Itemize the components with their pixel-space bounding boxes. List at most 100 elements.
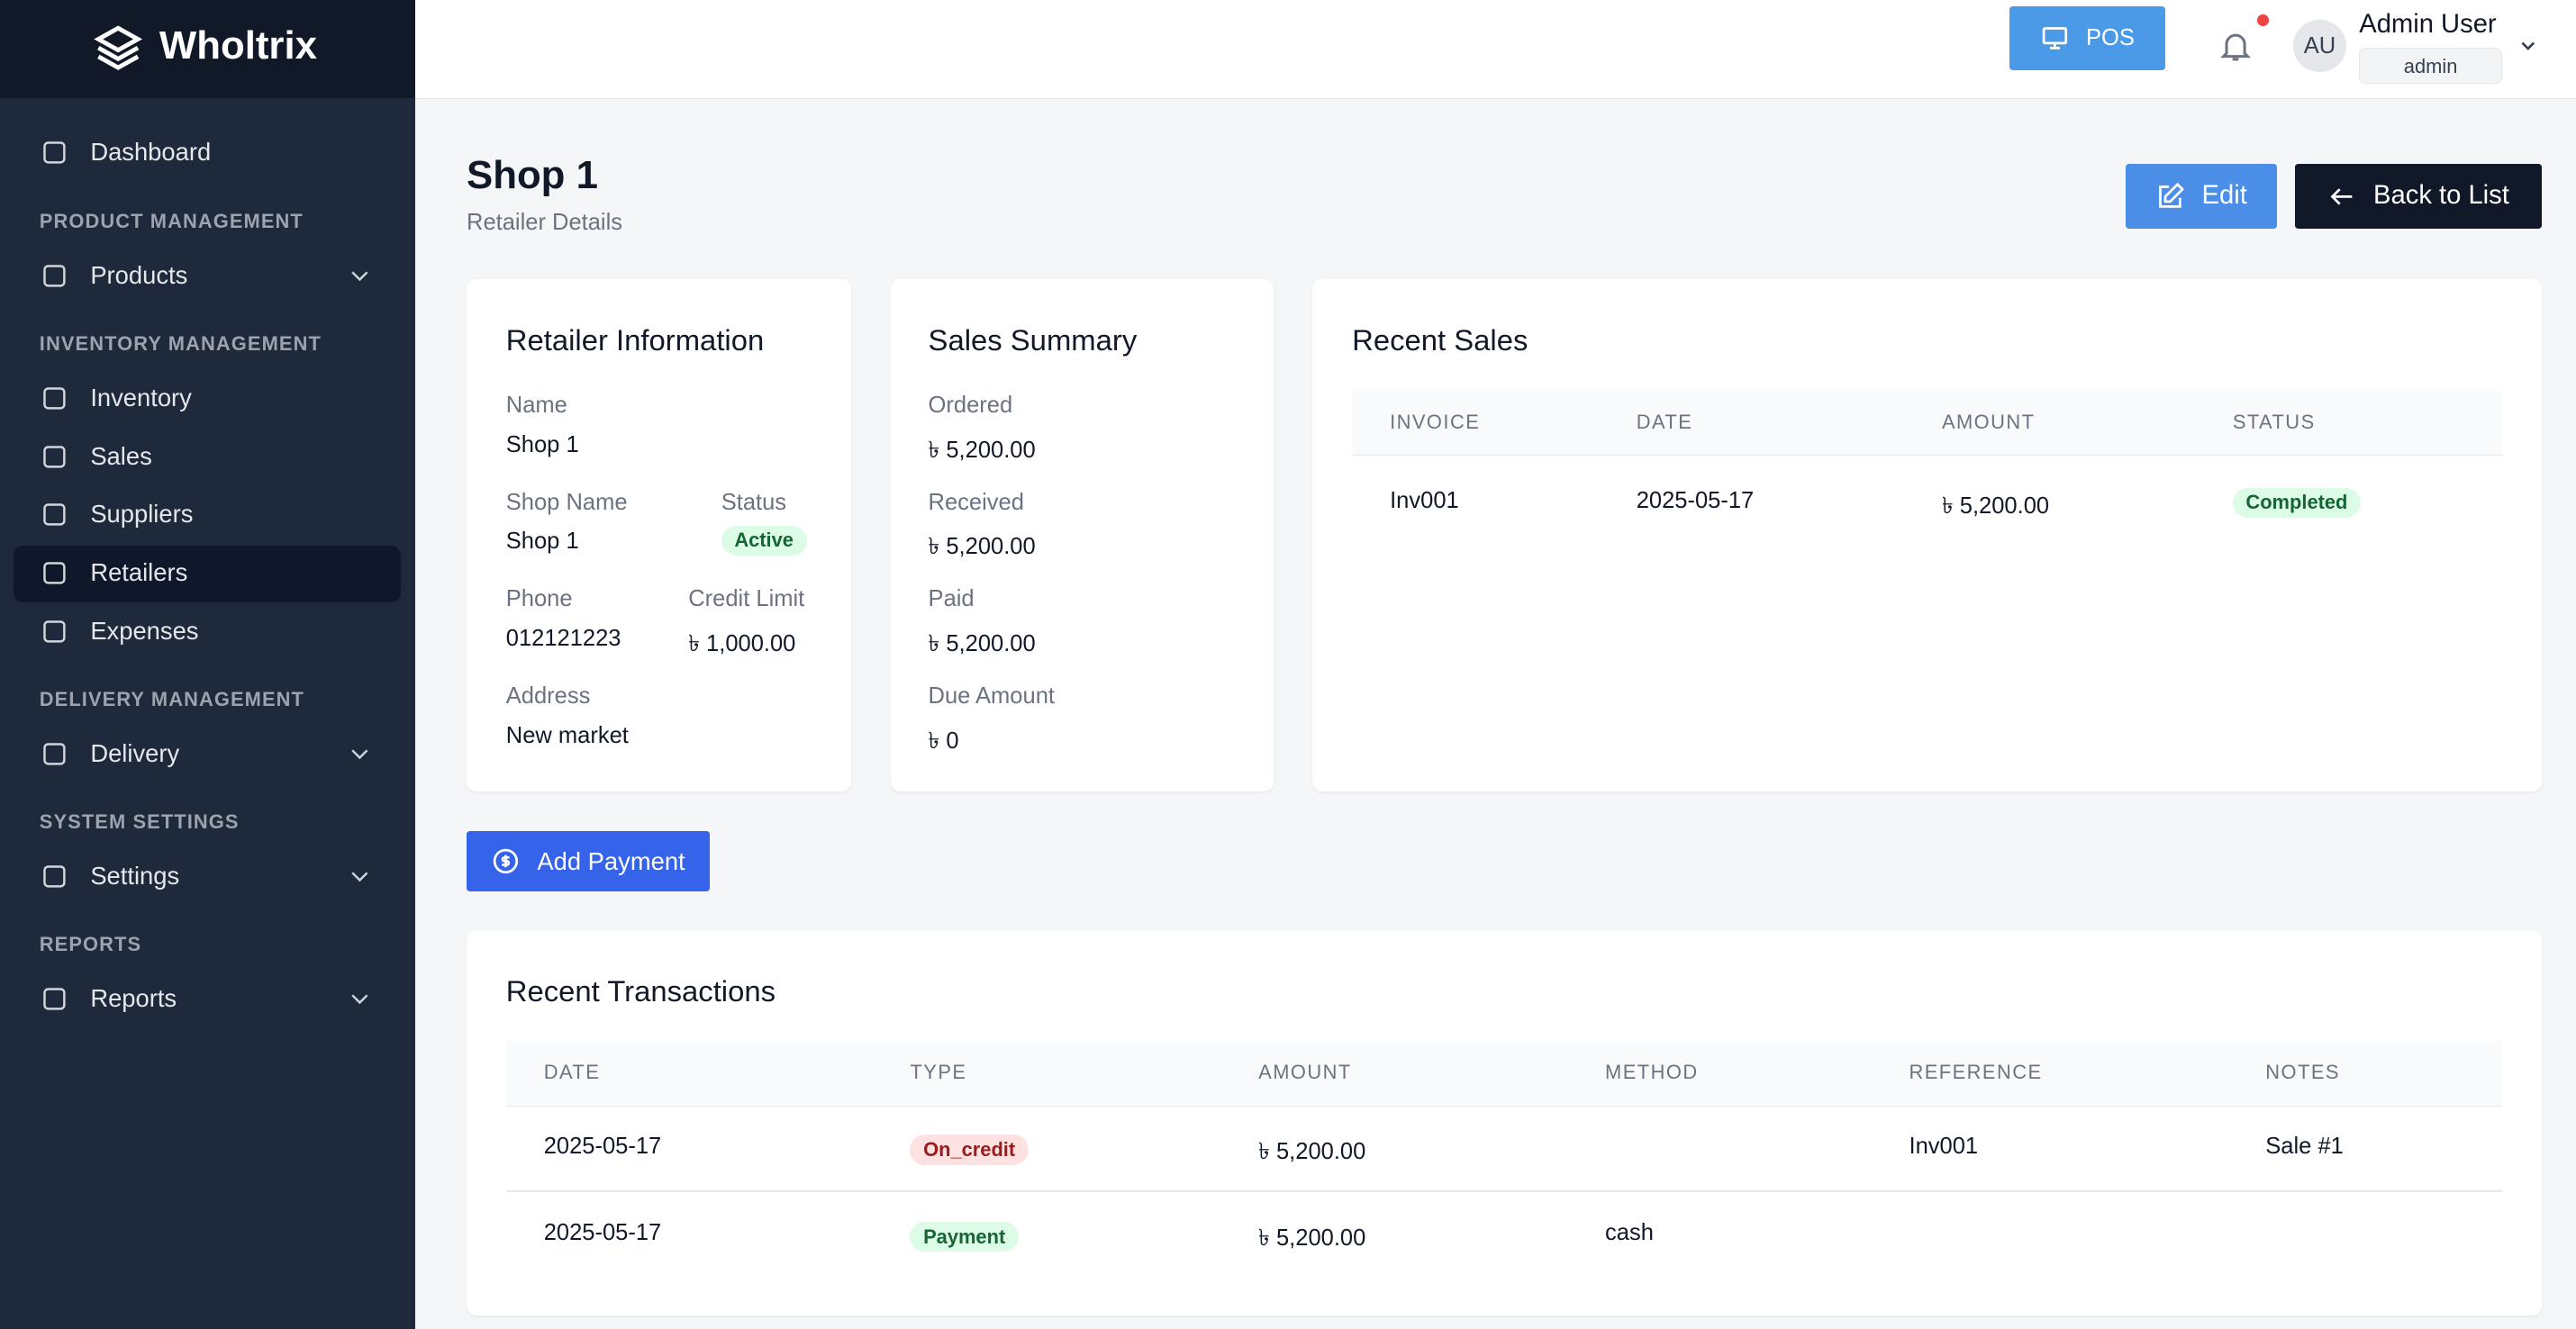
nav-item[interactable]: Inventory	[90, 383, 192, 411]
user-role: admin	[2359, 47, 2502, 85]
edit-label: Edit	[2201, 181, 2247, 211]
nav-item[interactable]: Settings	[90, 861, 180, 890]
sidebar	[0, 0, 416, 1329]
user-menu-chevron[interactable]	[2517, 34, 2540, 58]
field-label: Paid	[928, 586, 975, 612]
th: AMOUNT	[1941, 411, 2036, 433]
nav-icon	[43, 620, 66, 643]
notification-dot	[2257, 14, 2269, 27]
td: 2025-05-17	[543, 1220, 662, 1246]
nav-icon	[43, 445, 66, 468]
chevron	[351, 749, 368, 760]
field-label: Received	[928, 489, 1024, 515]
pos-label: POS	[2085, 25, 2135, 51]
chevron	[351, 271, 368, 282]
td: ৳ 5,200.00	[1258, 1225, 1366, 1252]
th: METHOD	[1605, 1061, 1699, 1084]
field-value: Shop 1	[505, 431, 579, 457]
th: TYPE	[910, 1061, 967, 1084]
nav-item[interactable]: Suppliers	[90, 500, 194, 529]
sales-table-head	[1352, 391, 2502, 457]
add-payment-label: Add Payment	[537, 846, 685, 875]
nav-icon	[43, 987, 66, 1010]
field-value: ৳ 0	[928, 728, 959, 754]
brand-name: Wholtrix	[159, 23, 317, 68]
td: Inv001	[1390, 487, 1459, 513]
logo	[94, 25, 143, 70]
nav-section: REPORTS	[39, 933, 142, 956]
nav-item[interactable]: Products	[90, 261, 188, 290]
field-value: ৳ 5,200.00	[928, 534, 1036, 560]
nav-section: DELIVERY MANAGEMENT	[39, 688, 305, 711]
nav-icon	[43, 864, 66, 888]
nav-icon	[43, 141, 66, 164]
td: ৳ 5,200.00	[1258, 1138, 1366, 1164]
th: INVOICE	[1390, 411, 1481, 433]
card-title: Sales Summary	[928, 323, 1138, 357]
field-value: Shop 1	[505, 529, 579, 555]
nav-icon	[43, 265, 66, 287]
td: cash	[1605, 1220, 1654, 1246]
back-label: Back to List	[2373, 181, 2509, 211]
field-label: Phone	[505, 586, 573, 612]
field-value: 012121223	[505, 625, 621, 651]
status-badge: Active	[721, 525, 807, 556]
field-label: Status	[721, 489, 787, 515]
nav-item[interactable]: Reports	[90, 983, 177, 1012]
pos-button[interactable]: POS	[2009, 6, 2166, 71]
field-label: Address	[505, 683, 591, 709]
td: 2025-05-17	[543, 1133, 662, 1159]
nav-section: INVENTORY MANAGEMENT	[39, 332, 322, 356]
card-title: Retailer Information	[505, 323, 765, 357]
field-label: Name	[505, 392, 567, 418]
row-divider	[505, 1190, 2502, 1193]
tx-table-head	[505, 1041, 2502, 1107]
card-title: Recent Transactions	[505, 973, 776, 1008]
th: REFERENCE	[1909, 1061, 2043, 1084]
td: Sale #1	[2265, 1133, 2344, 1159]
field-value: New market	[505, 722, 629, 748]
th: AMOUNT	[1258, 1061, 1352, 1084]
edit-button[interactable]: Edit	[2126, 164, 2278, 229]
edit-icon	[2159, 182, 2185, 208]
nav-icon	[43, 743, 66, 765]
nav-item[interactable]: Retailers	[90, 558, 188, 587]
field-label: Shop Name	[505, 489, 628, 515]
field-label: Credit Limit	[688, 586, 805, 612]
th: DATE	[1636, 411, 1693, 433]
nav-section: SYSTEM SETTINGS	[39, 810, 240, 834]
type-badge: Payment	[910, 1222, 1019, 1252]
nav-icon	[43, 387, 66, 410]
field-value: ৳ 1,000.00	[688, 630, 796, 656]
nav-section: PRODUCT MANAGEMENT	[39, 210, 304, 233]
page-subtitle: Retailer Details	[467, 210, 623, 236]
nav-icon	[43, 562, 66, 584]
type-badge: On_credit	[910, 1135, 1029, 1165]
field-value: ৳ 5,200.00	[928, 437, 1036, 463]
chevron	[351, 872, 368, 881]
nav-item[interactable]: Sales	[90, 441, 152, 470]
th: STATUS	[2232, 411, 2316, 433]
back-button[interactable]: Back to List	[2295, 164, 2542, 229]
field-value: ৳ 5,200.00	[928, 630, 1036, 656]
td: Inv001	[1909, 1133, 1979, 1159]
summary-card	[890, 279, 1274, 792]
page-title: Shop 1	[467, 152, 598, 197]
td: ৳ 5,200.00	[1941, 493, 2050, 519]
nav-item[interactable]: Delivery	[90, 738, 180, 767]
transactions-card	[467, 931, 2542, 1316]
top-bar	[415, 0, 2576, 100]
add-payment-button[interactable]: Add Payment	[467, 830, 710, 892]
dollar-icon	[494, 849, 519, 874]
nav-icon	[43, 503, 66, 526]
avatar: AU	[2293, 19, 2346, 73]
nav-item[interactable]: Dashboard	[90, 138, 212, 167]
nav-item[interactable]: Expenses	[90, 616, 199, 645]
notifications[interactable]	[2218, 26, 2254, 66]
active-nav-bg	[13, 545, 402, 603]
brand-bar: Wholtrix	[0, 0, 416, 99]
chevron	[351, 994, 368, 1004]
back-icon	[2330, 187, 2353, 205]
